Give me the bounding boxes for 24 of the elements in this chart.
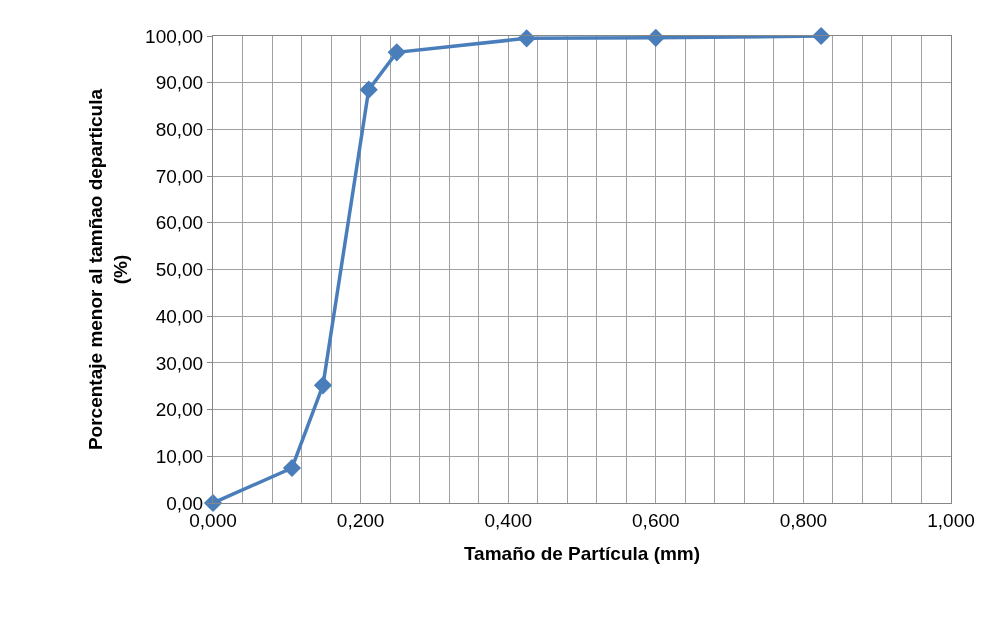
y-tick-label: 90,00 bbox=[155, 72, 204, 94]
x-tick-label: 0,400 bbox=[484, 509, 532, 531]
point bbox=[646, 28, 665, 47]
point bbox=[387, 43, 406, 62]
y-tick-label: 10,00 bbox=[155, 445, 204, 467]
x-tick-label: 1,000 bbox=[927, 509, 975, 531]
x-tick-label: 0,200 bbox=[336, 509, 385, 531]
y-tick-label: 70,00 bbox=[155, 165, 204, 187]
x-axis-title: Tamaño de Partícula (mm) bbox=[463, 542, 701, 564]
point bbox=[282, 458, 302, 478]
y-tick-label: 50,00 bbox=[155, 259, 204, 281]
point bbox=[313, 376, 333, 395]
x-tick-label: 0,600 bbox=[632, 509, 680, 531]
y-tick-label: 30,00 bbox=[155, 352, 204, 374]
y-tick-label: 20,00 bbox=[155, 399, 204, 421]
point bbox=[517, 29, 536, 48]
y-axis-title: Porcentaje menor al tamñao departicula (%) bbox=[85, 88, 131, 451]
y-tick-label: 40,00 bbox=[155, 305, 204, 327]
y-tick-label: 60,00 bbox=[155, 212, 204, 234]
point bbox=[359, 80, 378, 99]
point bbox=[203, 493, 223, 513]
y-tick-label: 100,00 bbox=[145, 25, 204, 47]
x-tick-label: 0,800 bbox=[779, 509, 828, 531]
y-tick-label: 80,00 bbox=[155, 119, 204, 141]
